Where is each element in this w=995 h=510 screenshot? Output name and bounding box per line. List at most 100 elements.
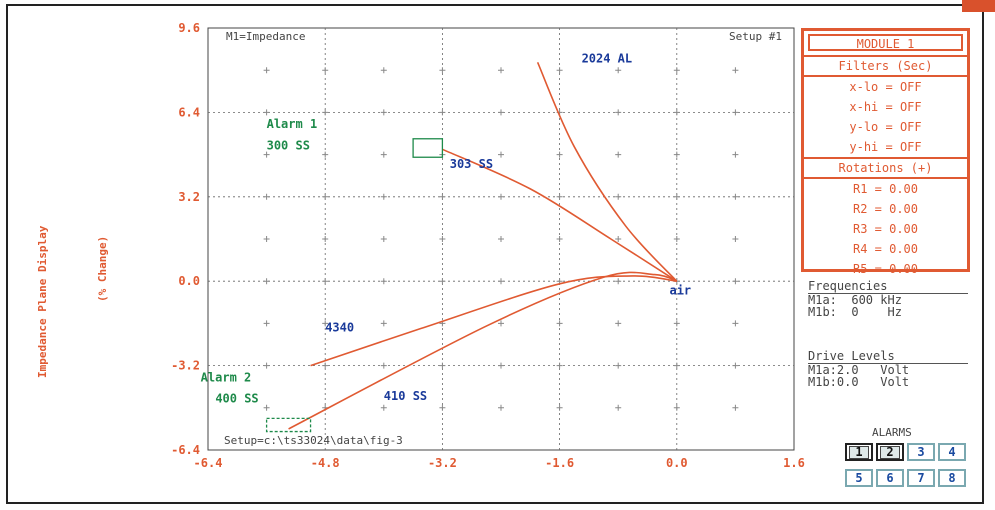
alarms-label: ALARMS <box>872 426 912 439</box>
y-tick-label: 3.2 <box>178 190 200 204</box>
grid-marker <box>439 109 446 116</box>
grid-marker <box>556 236 563 242</box>
grid-marker <box>322 320 329 327</box>
grid-marker <box>732 278 739 285</box>
grid-marker <box>263 193 270 200</box>
grid-marker <box>673 67 680 74</box>
rotation-r4[interactable]: R4 = 0.00 <box>852 242 919 256</box>
grid-marker <box>498 151 504 158</box>
filter-y-lo[interactable]: y-lo = OFF <box>849 120 922 134</box>
grid-marker <box>673 193 680 200</box>
drive-level-m1a: M1a:2.0 Volt <box>808 363 910 377</box>
grid-marker <box>556 362 563 369</box>
grid-marker <box>322 67 329 74</box>
grid-marker <box>380 278 387 285</box>
grid-marker <box>615 151 622 158</box>
y-axis-title: Impedance Plane Display <box>36 225 49 378</box>
grid-marker <box>263 362 270 369</box>
alarm-button-2[interactable]: 2 <box>876 443 904 461</box>
grid-marker <box>380 320 387 327</box>
grid-marker <box>380 67 387 74</box>
annotation-alarm-2: Alarm 2 <box>201 370 252 384</box>
frequencies-block: Frequencies M1a: 600 kHz M1b: 0 Hz <box>808 280 968 318</box>
grid-marker <box>673 236 680 242</box>
module-title: MODULE 1 <box>808 34 963 51</box>
alarm-button-6[interactable]: 6 <box>876 469 904 487</box>
annotation-303-ss: 303 SS <box>450 157 493 171</box>
grid-marker <box>498 362 504 369</box>
annotation-400-ss: 400 SS <box>215 392 258 406</box>
grid-marker <box>732 193 739 200</box>
rotation-r2[interactable]: R2 = 0.00 <box>852 202 919 216</box>
alarm-button-8[interactable]: 8 <box>938 469 966 487</box>
corner-tab <box>962 0 995 12</box>
grid-marker <box>322 151 329 158</box>
drive-levels-block: Drive Levels M1a:2.0 Volt M1b:0.0 Volt <box>808 350 968 388</box>
grid-marker <box>263 278 270 285</box>
grid-marker <box>673 151 680 158</box>
grid-marker <box>263 109 270 116</box>
grid-marker <box>380 151 387 158</box>
rotation-r3[interactable]: R3 = 0.00 <box>852 222 919 236</box>
grid-marker <box>498 236 504 242</box>
filter-x-lo[interactable]: x-lo = OFF <box>849 80 922 94</box>
annotation-alarm-1: Alarm 1 <box>267 117 318 131</box>
rotation-r5[interactable]: R5 = 0.00 <box>852 262 919 276</box>
grid-marker <box>439 362 446 369</box>
series-line-303-ss <box>442 148 678 282</box>
alarm-button-4[interactable]: 4 <box>938 443 966 461</box>
x-tick-label: -6.4 <box>194 456 223 470</box>
annotation-410-ss: 410 SS <box>384 389 427 403</box>
grid-marker <box>498 193 504 200</box>
grid-marker <box>439 278 446 285</box>
y-axis-subtitle: (% Change) <box>96 235 109 302</box>
grid-marker <box>439 67 446 74</box>
setup-label: Setup #1 <box>729 30 782 43</box>
grid-marker <box>439 236 446 242</box>
x-tick-label: -1.6 <box>545 456 574 470</box>
grid-marker <box>498 67 504 74</box>
grid-marker <box>380 193 387 200</box>
alarm-box-alarm-1[interactable] <box>412 138 444 158</box>
y-tick-label: 0.0 <box>178 274 200 288</box>
grid-marker <box>732 151 739 158</box>
alarm-button-7[interactable]: 7 <box>907 469 935 487</box>
rotations-header: Rotations (+) <box>804 157 967 179</box>
grid-marker <box>615 278 622 285</box>
alarm-box-alarm-2[interactable] <box>265 417 312 433</box>
filter-x-hi[interactable]: x-hi = OFF <box>849 100 922 114</box>
filters-header: Filters (Sec) <box>804 55 967 77</box>
grid-marker <box>263 151 270 158</box>
drive-levels-header: Drive Levels <box>808 350 968 364</box>
filter-y-hi[interactable]: y-hi = OFF <box>849 140 922 154</box>
grid-marker <box>322 236 329 242</box>
grid-marker <box>498 109 504 116</box>
grid-marker <box>732 67 739 74</box>
grid-marker <box>615 404 622 411</box>
rotation-r1[interactable]: R1 = 0.00 <box>852 182 919 196</box>
grid-marker <box>380 404 387 411</box>
frequency-m1b: M1b: 0 Hz <box>808 305 902 319</box>
alarm-button-1[interactable]: 1 <box>845 443 873 461</box>
grid-marker <box>673 362 680 369</box>
series-line-2024-al <box>536 61 678 282</box>
plot-title: M1=Impedance <box>226 30 305 43</box>
alarm-button-5[interactable]: 5 <box>845 469 873 487</box>
grid-marker <box>439 404 446 411</box>
grid-marker <box>498 320 504 327</box>
annotation-2024-al: 2024 AL <box>582 51 633 65</box>
annotation-air: air <box>669 283 691 297</box>
grid-marker <box>732 320 739 327</box>
grid-marker <box>615 109 622 116</box>
frequencies-header: Frequencies <box>808 280 968 294</box>
grid-marker <box>322 109 329 116</box>
alarm-button-3[interactable]: 3 <box>907 443 935 461</box>
grid-marker <box>673 109 680 116</box>
y-tick-label: 6.4 <box>178 105 200 119</box>
grid-marker <box>380 236 387 242</box>
x-tick-label: 1.6 <box>783 456 805 470</box>
grid-marker <box>322 278 329 285</box>
grid-marker <box>615 320 622 327</box>
grid-marker <box>732 362 739 369</box>
